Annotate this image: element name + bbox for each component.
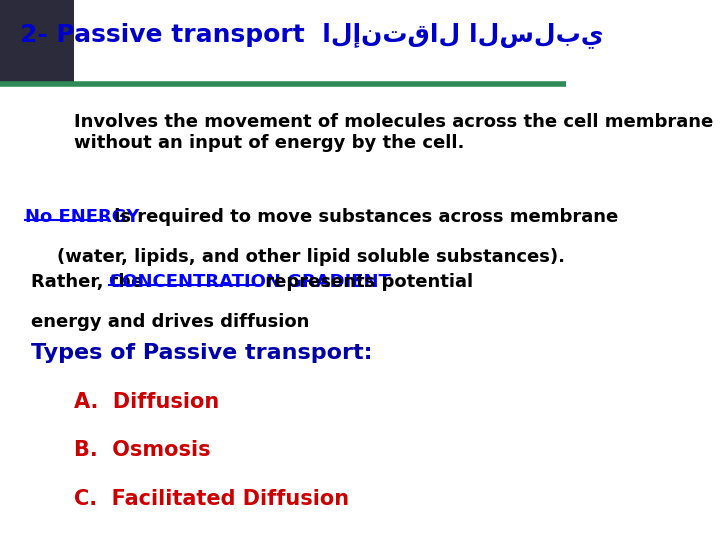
- Text: A.  Diffusion: A. Diffusion: [73, 392, 219, 411]
- Text: is required to move substances across membrane: is required to move substances across me…: [107, 208, 618, 226]
- Text: energy and drives diffusion: energy and drives diffusion: [31, 313, 310, 331]
- Text: represents potential: represents potential: [259, 273, 474, 291]
- Text: Involves the movement of molecules across the cell membrane
without an input of : Involves the movement of molecules acros…: [73, 113, 713, 152]
- Text: CONCENTRATION GRADIENT: CONCENTRATION GRADIENT: [109, 273, 391, 291]
- Text: (water, lipids, and other lipid soluble substances).: (water, lipids, and other lipid soluble …: [57, 248, 564, 266]
- Text: Rather, the: Rather, the: [31, 273, 150, 291]
- Text: 2- Passive transport  الإنتقال السلبي: 2- Passive transport الإنتقال السلبي: [19, 22, 603, 48]
- FancyBboxPatch shape: [0, 0, 73, 84]
- Text: B.  Osmosis: B. Osmosis: [73, 440, 210, 460]
- Text: No ENERGY: No ENERGY: [25, 208, 140, 226]
- Text: Types of Passive transport:: Types of Passive transport:: [31, 343, 373, 363]
- Text: C.  Facilitated Diffusion: C. Facilitated Diffusion: [73, 489, 348, 509]
